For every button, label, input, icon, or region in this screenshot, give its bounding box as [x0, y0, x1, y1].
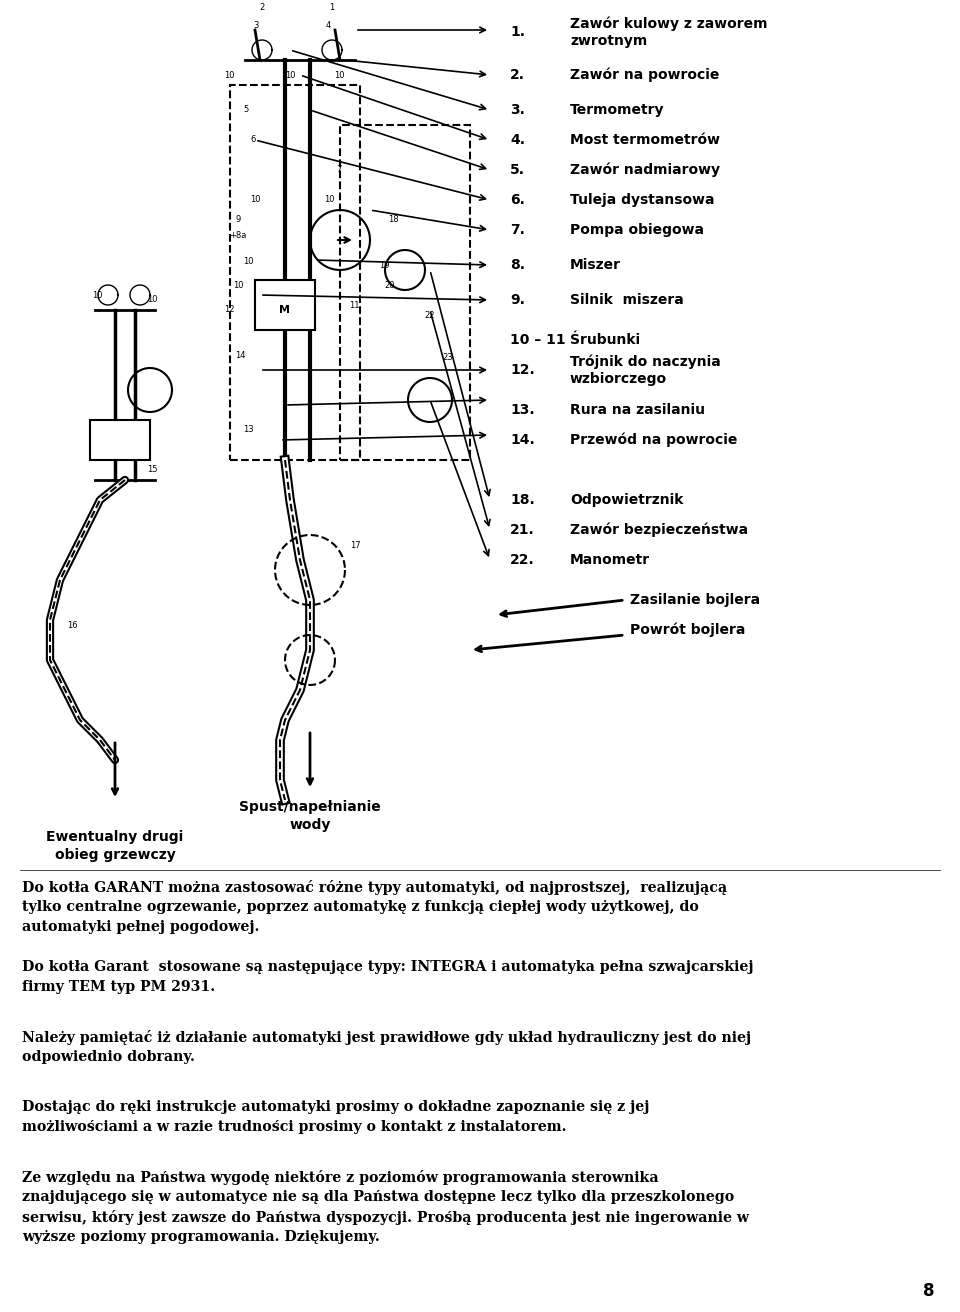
Text: 5.: 5. — [510, 163, 525, 177]
Text: 15: 15 — [147, 466, 157, 475]
Text: Most termometrów: Most termometrów — [570, 133, 720, 147]
Text: 10: 10 — [243, 257, 253, 266]
Text: tylko centralne ogrzewanie, poprzez automatykę z funkcją ciepłej wody użytkowej,: tylko centralne ogrzewanie, poprzez auto… — [22, 900, 699, 914]
Text: 14.: 14. — [510, 433, 535, 447]
Text: 14: 14 — [235, 350, 245, 359]
Text: 8.: 8. — [510, 258, 525, 272]
Text: 3: 3 — [253, 21, 258, 29]
Text: Śrubunki: Śrubunki — [570, 333, 640, 346]
Text: odpowiednio dobrany.: odpowiednio dobrany. — [22, 1050, 195, 1064]
FancyBboxPatch shape — [10, 5, 470, 660]
Text: firmy TEM typ PM 2931.: firmy TEM typ PM 2931. — [22, 980, 215, 994]
Text: Zawór bezpieczeństwa: Zawór bezpieczeństwa — [570, 522, 748, 537]
Text: 6: 6 — [251, 135, 255, 144]
Text: 18: 18 — [388, 215, 398, 224]
Text: +8a: +8a — [229, 231, 247, 240]
Text: 1.: 1. — [510, 25, 525, 39]
Text: 3.: 3. — [510, 104, 525, 117]
Text: Odpowietrznik: Odpowietrznik — [570, 493, 684, 506]
Text: 11: 11 — [348, 300, 359, 310]
Text: Przewód na powrocie: Przewód na powrocie — [570, 433, 737, 447]
Text: Pompa obiegowa: Pompa obiegowa — [570, 223, 704, 237]
Text: 8: 8 — [924, 1282, 935, 1300]
Text: 19: 19 — [379, 261, 389, 269]
Text: 17: 17 — [349, 541, 360, 550]
Text: 1: 1 — [329, 4, 335, 13]
Text: 12: 12 — [224, 306, 234, 315]
Text: 6.: 6. — [510, 193, 525, 207]
Text: Do kotła GARANT można zastosować różne typy automatyki, od najprostszej,  realiz: Do kotła GARANT można zastosować różne t… — [22, 880, 727, 895]
Text: 23: 23 — [443, 353, 453, 362]
FancyBboxPatch shape — [90, 420, 150, 461]
Text: Zawór nadmiarowy: Zawór nadmiarowy — [570, 163, 720, 177]
Text: 18.: 18. — [510, 493, 535, 506]
Text: Rura na zasilaniu: Rura na zasilaniu — [570, 403, 705, 417]
Text: Powrót bojlera: Powrót bojlera — [630, 623, 745, 638]
Text: 16: 16 — [66, 621, 78, 630]
Text: 10: 10 — [334, 71, 345, 80]
Text: Miszer: Miszer — [570, 258, 621, 272]
Text: Ewentualny drugi
obieg grzewczy: Ewentualny drugi obieg grzewczy — [46, 830, 183, 862]
Text: 22: 22 — [424, 311, 435, 320]
Text: 12.: 12. — [510, 363, 535, 377]
Text: Manometr: Manometr — [570, 552, 650, 567]
Text: 13: 13 — [243, 425, 253, 434]
Text: Spust/napełnianie
wody: Spust/napełnianie wody — [239, 800, 381, 832]
Text: możliwościami a w razie trudności prosimy o kontakt z instalatorem.: możliwościami a w razie trudności prosim… — [22, 1120, 566, 1134]
Text: 9: 9 — [235, 215, 241, 224]
Text: Silnik  miszera: Silnik miszera — [570, 293, 684, 307]
Text: Zawór kulowy z zaworem
zwrotnym: Zawór kulowy z zaworem zwrotnym — [570, 16, 767, 49]
Text: 9.: 9. — [510, 293, 525, 307]
Text: automatyki pełnej pogodowej.: automatyki pełnej pogodowej. — [22, 920, 259, 934]
Text: 5: 5 — [244, 105, 249, 114]
Text: 10: 10 — [250, 195, 260, 205]
Text: 2: 2 — [259, 4, 265, 13]
Text: 20: 20 — [385, 281, 396, 290]
Text: 4.: 4. — [510, 133, 525, 147]
Text: Termometry: Termometry — [570, 104, 664, 117]
Text: Ze względu na Państwa wygodę niektóre z poziomów programowania sterownika: Ze względu na Państwa wygodę niektóre z … — [22, 1170, 659, 1185]
Text: serwisu, który jest zawsze do Państwa dyspozycji. Prośbą producenta jest nie ing: serwisu, który jest zawsze do Państwa dy… — [22, 1210, 749, 1225]
Text: 22.: 22. — [510, 552, 535, 567]
Text: 21.: 21. — [510, 523, 535, 537]
Text: 10 – 11: 10 – 11 — [510, 333, 565, 346]
Text: 10: 10 — [232, 281, 243, 290]
Text: 4: 4 — [325, 21, 330, 29]
Text: Zawór na powrocie: Zawór na powrocie — [570, 68, 719, 83]
Text: M: M — [279, 304, 291, 315]
Text: 13.: 13. — [510, 403, 535, 417]
Text: 10: 10 — [285, 71, 296, 80]
Text: 2.: 2. — [510, 68, 525, 81]
Text: 10: 10 — [324, 195, 334, 205]
Text: 7: 7 — [336, 165, 342, 174]
Text: wyższe poziomy programowania. Dziękujemy.: wyższe poziomy programowania. Dziękujemy… — [22, 1231, 380, 1244]
Text: Trójnik do naczynia
wzbiorczego: Trójnik do naczynia wzbiorczego — [570, 354, 721, 386]
Text: Zasilanie bojlera: Zasilanie bojlera — [630, 593, 760, 607]
Text: Tuleja dystansowa: Tuleja dystansowa — [570, 193, 714, 207]
FancyBboxPatch shape — [255, 279, 315, 331]
Text: 10: 10 — [92, 290, 103, 299]
Text: 10: 10 — [224, 71, 234, 80]
Text: 10: 10 — [147, 295, 157, 304]
Text: znajdującego się w automatyce nie są dla Państwa dostępne lecz tylko dla przeszk: znajdującego się w automatyce nie są dla… — [22, 1190, 734, 1204]
Text: Należy pamiętać iż działanie automatyki jest prawidłowe gdy układ hydrauliczny j: Należy pamiętać iż działanie automatyki … — [22, 1030, 751, 1044]
Text: 7.: 7. — [510, 223, 525, 237]
Text: Do kotła Garant  stosowane są następujące typy: INTEGRA i automatyka pełna szwaj: Do kotła Garant stosowane są następujące… — [22, 960, 754, 974]
Text: Dostając do ręki instrukcje automatyki prosimy o dokładne zapoznanie się z jej: Dostając do ręki instrukcje automatyki p… — [22, 1099, 649, 1114]
